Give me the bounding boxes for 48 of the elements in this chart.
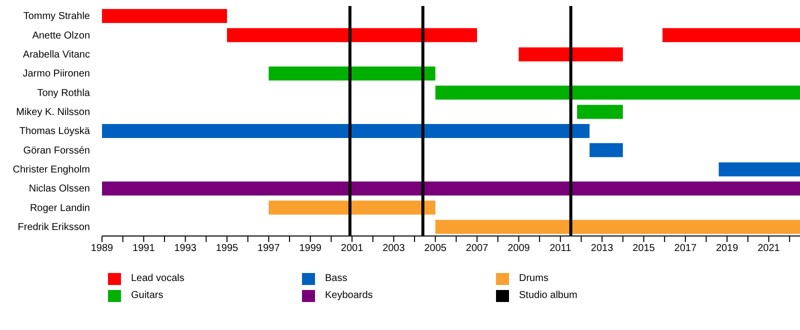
bar [268,66,436,80]
y-tick-label: Anette Olzon [32,30,90,42]
legend-label: Lead vocals [131,273,184,284]
x-tick-label: 2021 [758,243,780,254]
x-tick-label: 2005 [424,243,447,254]
y-tick-label: Mikey K. Nilsson [16,106,90,118]
legend-label: Keyboards [325,290,373,301]
bar [518,47,623,62]
bar [268,200,436,215]
bar [577,104,623,119]
x-tick-label: 2009 [508,243,530,254]
legend-label: Bass [325,273,348,284]
bar [435,220,800,234]
x-tick-label: 2007 [466,243,489,254]
y-tick-label: Christer Engholm [12,164,90,176]
x-tick-label: 2015 [632,243,656,254]
bar [590,143,623,158]
x-tick-label: 2011 [550,243,572,254]
x-tick-label: 1999 [299,243,322,254]
x-tick-label: 1989 [90,243,114,254]
x-tick-label: 1995 [216,243,239,254]
y-tick-label: Arabella Vitanc [22,49,90,60]
y-tick-label: Jarmo Piironen [22,68,90,80]
x-tick-label: 2017 [674,243,697,254]
x-tick-label: 1991 [132,243,156,254]
x-tick-label: 1993 [174,243,197,254]
x-tick-label: 2013 [590,243,614,254]
y-tick-label: Fredrik Eriksson [18,222,90,233]
bar [102,9,228,23]
bar [662,28,800,42]
y-tick-label: Tommy Strahle [23,11,90,22]
bar [227,28,478,42]
x-tick-label: 2001 [340,243,364,254]
x-tick-label: 1997 [258,243,280,254]
bar [102,124,590,138]
y-tick-label: Göran Forssén [23,145,90,156]
y-tick-label: Thomas Löyskä [19,126,90,138]
bar [718,162,800,176]
x-tick-label: 2019 [716,243,739,254]
legend-label: Guitars [131,290,164,301]
y-tick-label: Roger Landin [30,202,90,214]
x-tick-label: 2003 [382,243,406,254]
legend-label: Studio album [519,290,578,301]
bar [102,182,800,196]
y-tick-label: Tony Rothla [37,88,90,99]
legend-label: Drums [519,273,548,284]
bar [435,86,800,100]
y-tick-label: Niclas Olssen [28,184,90,195]
